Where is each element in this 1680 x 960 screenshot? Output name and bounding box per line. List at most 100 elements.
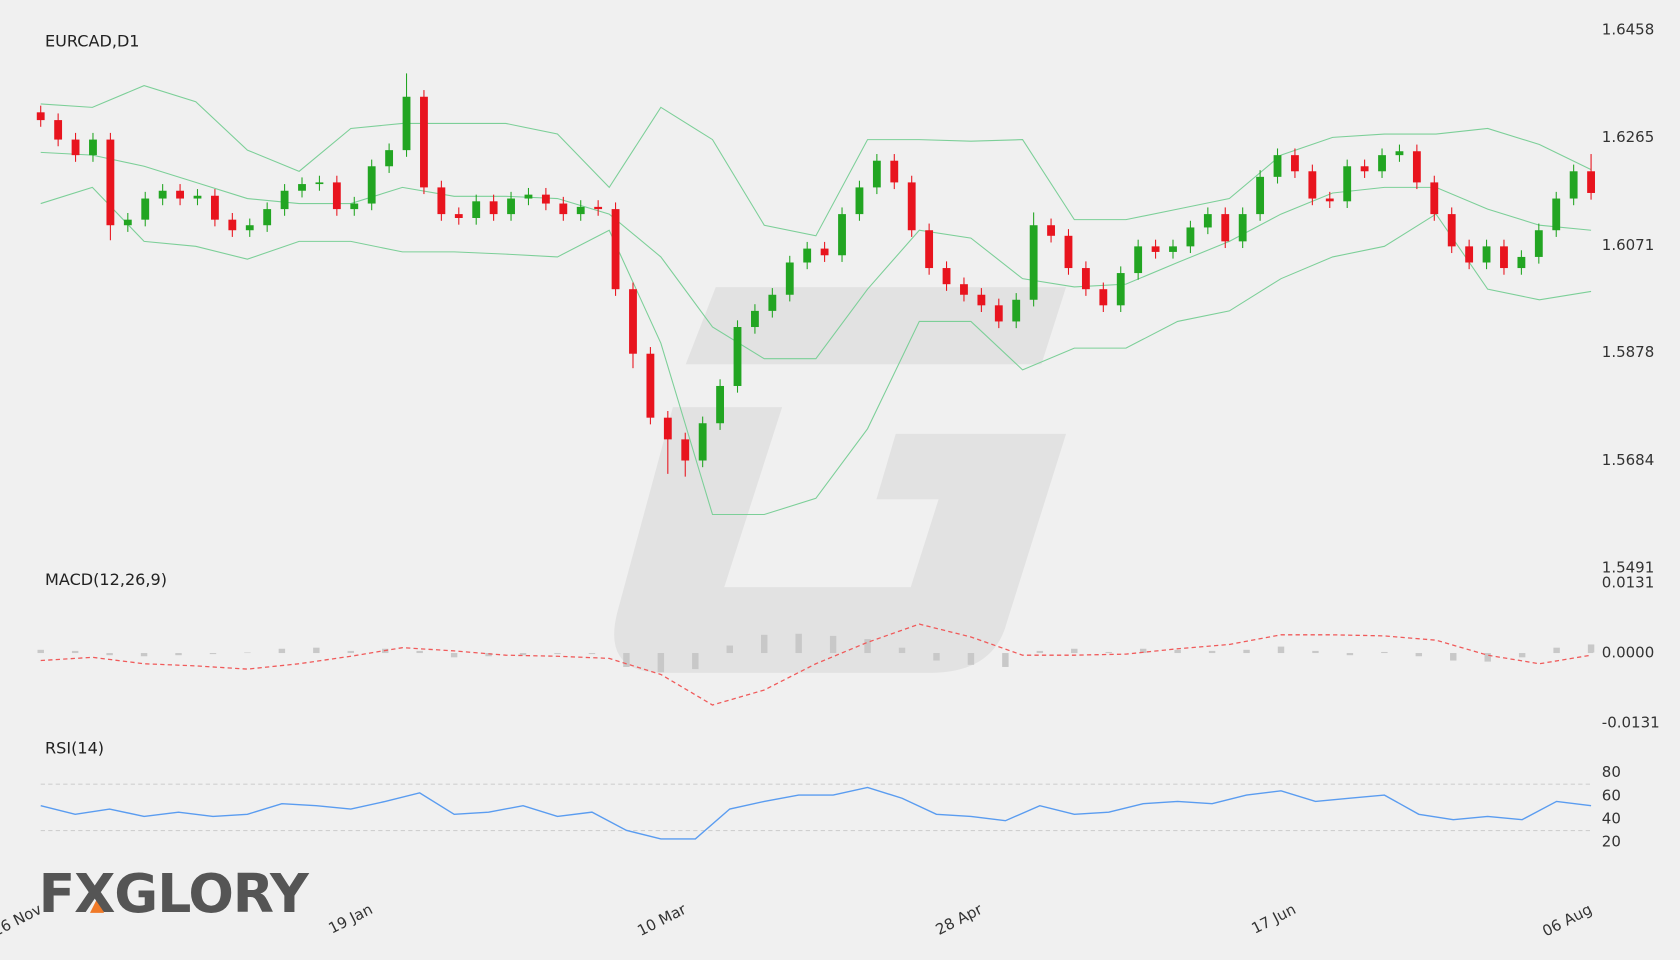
candle-body [716,385,725,424]
histogram-bar [623,653,630,667]
candle-body [385,150,394,167]
candle-body [1012,299,1021,322]
y-tick-label: 1.5878 [1602,343,1655,361]
candle-body [1378,155,1386,172]
histogram-bar [1105,651,1112,654]
histogram-bar [1139,648,1147,654]
candle-body [890,160,899,183]
bollinger-lower [40,186,1592,516]
candle-body [280,190,289,210]
candle-body [123,219,132,226]
candle-body [36,112,45,121]
histogram-bar [1036,650,1044,654]
y-tick-label: 1.6265 [1602,128,1655,146]
histogram-bar [795,633,802,654]
histogram-bar [485,653,492,657]
histogram-bar [898,647,906,654]
histogram-bar [71,650,79,654]
histogram-bar [761,634,768,654]
candle-body [1500,246,1508,269]
candle-body [1186,227,1195,247]
panel-title: MACD(12,26,9) [45,570,167,589]
candle-body [1447,214,1456,247]
panel-title: EURCAD,D1 [45,31,140,50]
histogram-bar [726,645,733,654]
candle-body [298,184,306,191]
histogram-bar [416,650,423,654]
candle-body [1308,171,1317,199]
histogram-bar [1587,644,1595,654]
candle-body [994,305,1003,322]
histogram-bar [1484,653,1491,662]
candle-body [1430,182,1439,215]
candle-body [71,139,80,156]
candle-body [437,187,446,215]
candle-body [350,203,359,210]
rsi-line [40,786,1592,840]
candle-body [1343,166,1352,202]
candle-body [663,417,672,440]
candle-body [263,209,272,226]
candle-body [489,201,498,215]
y-tick-label: 0.0131 [1602,573,1655,591]
histogram-bar [1415,653,1423,657]
bollinger-middle [40,151,1592,360]
candle-body [1099,289,1108,306]
candle-body [925,230,934,269]
candle-body [855,187,864,215]
histogram-bar [1277,646,1285,654]
candle-body [315,182,324,185]
histogram-bar [1312,650,1319,654]
candle-body [402,96,411,151]
histogram-bar [175,653,182,656]
candle-body [698,423,707,461]
candle-body [210,195,219,220]
candle-body [1221,214,1230,242]
macd-line [40,623,1592,706]
histogram-bar [209,653,217,655]
y-tick-label: 80 [1602,763,1621,781]
histogram-bar [1071,648,1078,654]
candle-body [1134,246,1143,274]
candle-body [1238,214,1247,242]
histogram-bar [829,635,837,654]
candle-body [524,194,533,199]
candle-body [1047,225,1055,236]
candle-body [1203,214,1212,228]
candle-body [942,268,951,285]
candle-body [803,248,812,263]
candle-body [576,206,585,215]
histogram-bar [140,653,148,657]
histogram-bar [657,653,665,673]
candle-body [559,203,568,215]
candle-body [507,198,515,215]
candle-body [332,182,341,210]
candle-body [1465,246,1474,263]
candle-body [1517,256,1526,269]
candle-body [960,284,968,295]
candle-body [367,166,376,204]
candle-body [1116,273,1125,306]
histogram-bar [588,653,596,655]
histogram-bar [1002,653,1009,667]
histogram-bar [933,653,940,661]
candle-body [158,190,167,199]
candle-body [54,120,63,140]
candle-body [1291,155,1299,172]
candle-body [89,139,97,156]
candle-body [1081,268,1090,290]
candle-body [611,209,620,290]
histogram-bar [1450,653,1457,661]
candle-body [176,190,184,199]
candle-body [1064,235,1073,269]
histogram-bar [313,647,320,654]
candle-body [646,353,655,418]
candle-body [541,194,550,204]
logo: FXGLORY [39,862,310,925]
candle-body [1360,166,1369,172]
candle-body [785,262,794,295]
histogram-bar [106,653,113,656]
candle-body [1325,198,1334,202]
